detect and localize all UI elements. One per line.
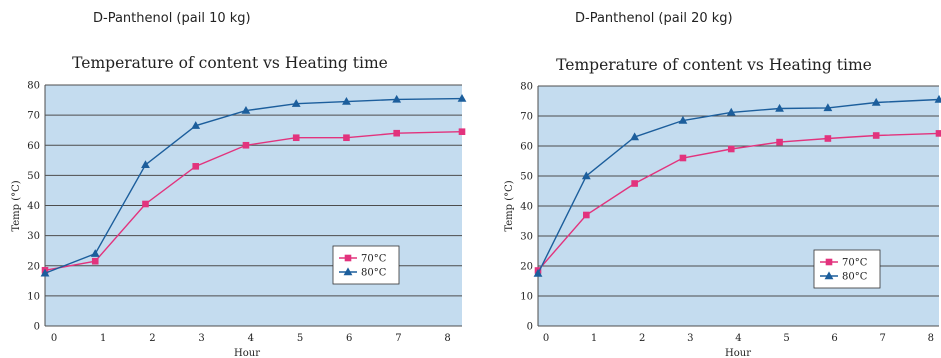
- x-tick-label: 1: [100, 333, 106, 344]
- y-tick-label: 80: [520, 82, 533, 93]
- x-tick-label: 2: [149, 333, 155, 344]
- data-point: [343, 134, 350, 142]
- y-tick-label: 10: [27, 291, 40, 302]
- data-point: [935, 130, 941, 137]
- y-tick-label: 40: [520, 202, 533, 213]
- x-tick-label: 5: [783, 333, 789, 344]
- y-tick-label: 50: [27, 171, 40, 182]
- y-tick-label: 20: [520, 262, 533, 273]
- x-tick-label: 4: [248, 333, 254, 344]
- data-point: [191, 121, 201, 129]
- y-tick-label: 80: [27, 81, 40, 92]
- data-point: [871, 97, 881, 106]
- data-point: [727, 145, 735, 153]
- data-point: [142, 200, 149, 208]
- x-tick-label: 5: [297, 333, 303, 344]
- chart-pail-10kg: Temperature of content vs Heating time T…: [11, 54, 467, 358]
- x-tick-label: 4: [735, 333, 741, 344]
- legend-label: 70°C: [361, 254, 387, 265]
- legend-swatch-marker: [825, 258, 833, 266]
- data-point: [775, 103, 784, 112]
- data-point: [726, 107, 736, 116]
- data-point: [457, 93, 467, 102]
- data-point: [458, 128, 466, 135]
- data-point: [241, 106, 251, 114]
- x-tick-label: 7: [395, 333, 401, 344]
- y-tick-label: 70: [520, 112, 533, 123]
- data-point: [872, 132, 880, 139]
- data-point: [90, 249, 100, 257]
- data-point: [679, 154, 687, 162]
- chart-title: Temperature of content vs Heating time: [556, 56, 872, 74]
- legend-box: [332, 245, 400, 285]
- data-point: [242, 141, 250, 149]
- data-point: [631, 180, 638, 187]
- legend-swatch-marker: [824, 271, 834, 280]
- gridlines: [538, 85, 939, 327]
- data-point: [823, 103, 833, 112]
- x-tick-label: 8: [444, 333, 450, 344]
- y-axis-label: Temp (°C): [504, 180, 515, 231]
- data-point: [342, 96, 351, 105]
- series-80c: [40, 93, 467, 277]
- legend: 70°C 80°C: [332, 245, 400, 285]
- legend: 70°C 80°C: [813, 249, 881, 289]
- x-tick-label: 6: [346, 333, 352, 344]
- y-tick-label: 50: [520, 172, 533, 183]
- data-point: [583, 211, 590, 219]
- data-point: [292, 134, 300, 142]
- x-axis-label: Hour: [234, 348, 260, 358]
- y-tick-label: 60: [520, 142, 533, 153]
- y-tick-label: 0: [34, 322, 40, 333]
- chart-title: Temperature of content vs Heating time: [72, 54, 388, 72]
- data-point: [776, 138, 783, 146]
- y-tick-label: 70: [27, 111, 40, 122]
- y-tick-label: 60: [27, 141, 40, 152]
- legend-swatch-marker: [343, 267, 353, 276]
- data-point: [678, 115, 688, 124]
- data-point: [192, 163, 200, 170]
- data-point: [392, 94, 402, 103]
- legend-box: [813, 249, 881, 289]
- chart-caption-left: D-Panthenol (pail 10 kg): [93, 11, 251, 26]
- data-point: [934, 94, 941, 103]
- y-tick-label: 40: [27, 201, 40, 212]
- y-tick-label: 10: [520, 292, 533, 303]
- gridlines: [45, 84, 462, 327]
- legend-swatch-marker: [344, 254, 352, 262]
- x-tick-label: 3: [198, 333, 204, 344]
- data-point: [40, 268, 50, 277]
- legend-label: 80°C: [361, 268, 387, 279]
- x-tick-label: 2: [639, 333, 645, 344]
- y-tick-label: 30: [27, 231, 40, 242]
- data-point: [393, 129, 400, 137]
- data-point: [533, 268, 543, 277]
- data-point: [291, 99, 301, 107]
- legend-label: 70°C: [842, 258, 868, 269]
- legend-label: 80°C: [842, 272, 868, 283]
- x-tick-label: 8: [928, 333, 934, 344]
- y-axis-label: Temp (°C): [11, 180, 22, 231]
- data-point: [91, 257, 99, 265]
- chart-caption-right: D-Panthenol (pail 20 kg): [575, 11, 733, 26]
- series-80c: [533, 94, 941, 277]
- data-point: [630, 132, 640, 141]
- x-tick-label: 0: [51, 333, 57, 344]
- y-tick-label: 0: [527, 322, 533, 333]
- x-tick-label: 6: [831, 333, 837, 344]
- data-point: [824, 135, 832, 142]
- x-tick-label: 7: [880, 333, 886, 344]
- data-point: [581, 171, 591, 180]
- chart-pail-20kg: Temperature of content vs Heating time T…: [504, 56, 941, 358]
- data-point: [141, 160, 150, 169]
- x-tick-label: 1: [591, 333, 597, 344]
- x-tick-label: 3: [687, 333, 693, 344]
- y-tick-label: 30: [520, 232, 533, 243]
- x-axis-label: Hour: [725, 348, 751, 358]
- x-tick-label: 0: [543, 333, 549, 344]
- y-tick-label: 20: [27, 261, 40, 272]
